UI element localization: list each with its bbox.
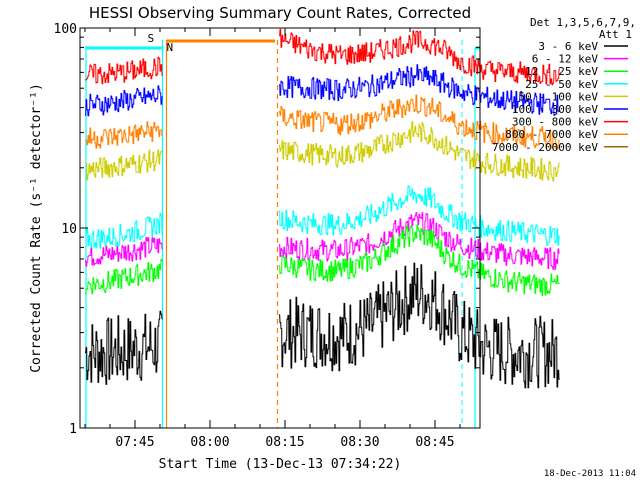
series-trace <box>279 262 560 389</box>
series-0 <box>85 262 560 389</box>
x-tick-label: 08:00 <box>190 435 229 450</box>
series-7 <box>85 94 560 150</box>
series-trace <box>85 259 163 295</box>
y-tick-label: 10 <box>61 222 77 237</box>
series-3 <box>85 185 560 249</box>
y-axis-label: Corrected Count Rate (s⁻¹ detector⁻¹) <box>29 83 44 373</box>
series-trace <box>279 121 560 182</box>
series-trace <box>279 212 560 270</box>
series-2 <box>85 224 560 296</box>
series-trace <box>85 56 163 85</box>
series-trace <box>279 224 560 296</box>
legend-entry-label: 100 - 300 keV <box>512 103 598 116</box>
legend-entry-label: 3 - 6 keV <box>538 40 598 53</box>
series-5 <box>85 64 560 117</box>
series-1 <box>85 212 560 270</box>
x-axis-label: Start Time (13-Dec-13 07:34:22) <box>159 457 402 472</box>
y-tick-label: 1 <box>69 422 77 437</box>
series-trace <box>85 212 163 249</box>
series-trace <box>279 185 560 247</box>
legend-entry-label: 800 - 7000 keV <box>505 128 598 141</box>
axes: 07:45 08:00 08:15 08:30 08:45 1 10 100 <box>54 22 480 450</box>
legend-subtitle: Att 1 <box>599 28 632 41</box>
legend-entry-label: 12 - 25 keV <box>525 65 598 78</box>
x-tick-label: 07:45 <box>115 435 154 450</box>
legend-entry-label: 6 - 12 keV <box>532 53 599 66</box>
footer-timestamp: 18-Dec-2013 11:04 <box>544 469 636 479</box>
x-tick-label: 08:15 <box>265 435 304 450</box>
x-tick-label: 08:30 <box>340 435 379 450</box>
series-trace <box>279 94 560 150</box>
series-trace <box>85 121 163 149</box>
region-annotation: S <box>148 32 155 45</box>
x-tick-label: 08:45 <box>415 435 454 450</box>
series-trace <box>279 64 560 116</box>
legend-entry-label: 25 - 50 keV <box>525 78 598 91</box>
y-tick-label: 100 <box>54 22 77 37</box>
chart-title: HESSI Observing Summary Count Rates, Cor… <box>89 4 471 22</box>
series-6 <box>85 28 560 86</box>
series-trace <box>85 85 163 117</box>
legend-entry-label: 7000 - 20000 keV <box>492 141 598 154</box>
legend-title: Det 1,3,5,6,7,9, <box>530 16 636 29</box>
region-annotation: N <box>167 41 174 54</box>
series-trace <box>279 28 560 86</box>
series-4 <box>85 121 560 182</box>
legend-entry-label: 50 - 100 keV <box>519 90 599 103</box>
legend-entry-label: 300 - 800 keV <box>512 116 598 129</box>
series-trace <box>85 310 163 385</box>
series-trace <box>85 149 163 181</box>
series-layer <box>85 28 560 389</box>
series-trace <box>85 236 163 267</box>
